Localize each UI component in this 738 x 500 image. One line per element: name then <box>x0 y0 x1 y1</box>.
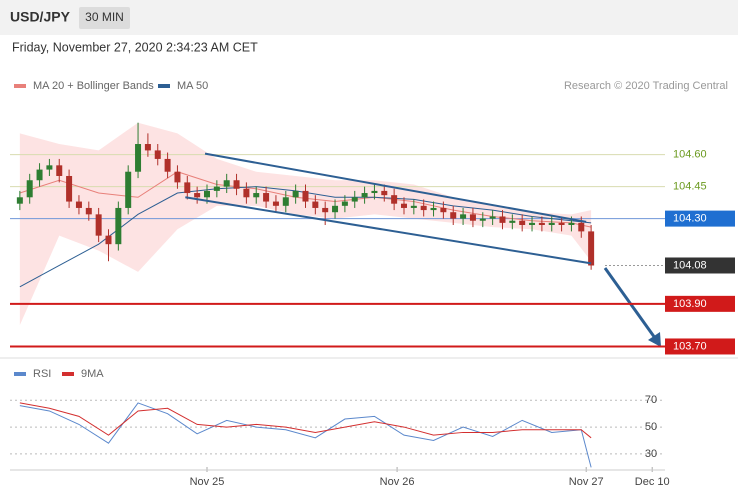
attribution: Research © 2020 Trading Central <box>564 80 728 92</box>
candle-body <box>95 214 102 236</box>
legend-swatch <box>158 84 170 88</box>
bollinger-band <box>19 122 592 326</box>
x-tick-label: Nov 27 <box>569 476 604 488</box>
level-label: 104.30 <box>673 213 707 225</box>
candle-body <box>588 231 595 266</box>
y-tick-label: 30 <box>645 448 657 460</box>
candle-body <box>538 222 545 225</box>
interval[interactable]: 30 MIN <box>85 10 124 24</box>
candle-body <box>75 201 82 208</box>
candle-body <box>135 144 142 172</box>
candle-body <box>361 193 368 198</box>
candle-body <box>46 165 53 170</box>
candle-body <box>420 205 427 211</box>
candle-body <box>381 190 388 196</box>
legend-label: RSI <box>33 368 51 380</box>
candle-body <box>36 169 43 181</box>
symbol: USD/JPY <box>10 9 71 25</box>
candle-body <box>263 193 270 202</box>
candle-body <box>125 171 132 208</box>
legend-label: MA 20 + Bollinger Bands <box>33 80 154 92</box>
level-label: 103.90 <box>673 298 707 310</box>
candle-body <box>194 193 201 198</box>
candle-body <box>66 175 73 202</box>
level-box <box>665 338 735 355</box>
candle-body <box>499 216 506 223</box>
candle-body <box>154 150 161 159</box>
level-label: 104.08 <box>673 259 707 271</box>
legend-label: 9MA <box>81 368 104 380</box>
level-box <box>665 295 735 312</box>
level-box <box>665 257 735 274</box>
candle-body <box>479 218 486 221</box>
candle-body <box>548 222 555 225</box>
candle-body <box>213 186 220 191</box>
candle-body <box>489 216 496 219</box>
candle-body <box>233 180 240 189</box>
candle-body <box>509 220 516 223</box>
candle-body <box>105 235 112 245</box>
trendline <box>204 152 587 223</box>
candle-body <box>460 214 467 219</box>
candle-body <box>272 201 279 206</box>
x-tick-label: Dec 10 <box>635 476 670 488</box>
candle-body <box>410 205 417 208</box>
legend-swatch <box>14 84 26 88</box>
forecast-arrowhead <box>648 332 661 347</box>
candle-body <box>164 158 171 172</box>
level-label: 104.45 <box>673 181 707 193</box>
candle-body <box>400 203 407 208</box>
candle-body <box>469 214 476 221</box>
level-label: 103.70 <box>673 340 707 352</box>
candle-body <box>16 197 23 204</box>
legend-swatch <box>14 372 26 376</box>
trendline <box>185 196 592 265</box>
y-tick-label: 70 <box>645 394 657 406</box>
candle-body <box>341 201 348 206</box>
candle-body <box>450 212 457 219</box>
candle-body <box>282 197 289 206</box>
candle-body <box>558 222 565 225</box>
candle-body <box>351 197 358 202</box>
candle-body <box>440 207 447 213</box>
candle-body <box>519 220 526 225</box>
candle-body <box>312 201 319 208</box>
candle-body <box>568 222 575 225</box>
candle-body <box>223 180 230 187</box>
candle-body <box>430 207 437 211</box>
candle-body <box>56 165 63 176</box>
candle-body <box>26 180 33 198</box>
candle-body <box>115 207 122 245</box>
legend-swatch <box>62 372 74 376</box>
candle-body <box>253 193 260 198</box>
candle-body <box>144 144 151 151</box>
candle-body <box>292 190 299 198</box>
candle-body <box>302 190 309 202</box>
candle-body <box>332 205 339 213</box>
level-label: 104.60 <box>673 149 707 161</box>
interval-button[interactable] <box>79 7 130 29</box>
candle-body <box>371 190 378 194</box>
rsi-line <box>19 402 592 439</box>
candle-body <box>184 182 191 194</box>
candle-body <box>529 222 536 225</box>
candle-body <box>322 207 329 213</box>
candle-body <box>174 171 181 183</box>
candle-body <box>85 207 92 215</box>
x-tick-label: Nov 26 <box>380 476 415 488</box>
timestamp: Friday, November 27, 2020 2:34:23 AM CET <box>12 40 258 54</box>
candle-body <box>391 195 398 204</box>
x-tick-label: Nov 25 <box>190 476 225 488</box>
candle-body <box>578 222 585 232</box>
candle-body <box>243 188 250 198</box>
legend-label: MA 50 <box>177 80 208 92</box>
level-box <box>665 210 735 227</box>
rsi-line <box>19 402 592 468</box>
y-tick-label: 50 <box>645 421 657 433</box>
candle-body <box>203 190 210 198</box>
